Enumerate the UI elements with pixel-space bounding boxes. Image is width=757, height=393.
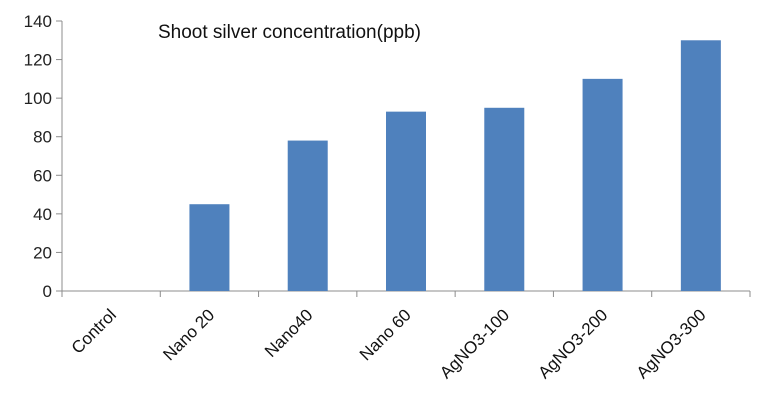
bar-4 (484, 107, 525, 292)
y-tick-label: 120 (24, 51, 52, 70)
x-category-label: Nano 60 (356, 305, 415, 364)
y-tick-label: 140 (24, 12, 52, 31)
chart-title: Shoot silver concentration(ppb) (158, 22, 421, 43)
x-category-label: Nano 20 (159, 305, 218, 364)
x-category-label: AgNO3-300 (633, 305, 710, 382)
y-tick-label: 0 (43, 282, 52, 301)
bar-3 (386, 111, 426, 292)
x-category-label: Control (68, 305, 120, 357)
x-category-label: AgNO3-200 (534, 305, 611, 382)
bar-1 (189, 204, 230, 291)
bar-2 (287, 140, 328, 291)
y-axis: 0 20 40 60 80 100 120 140 (24, 12, 63, 301)
x-category-label: AgNO3-100 (436, 305, 513, 382)
bars (189, 40, 721, 292)
x-axis: Control Nano 20 Nano40 Nano 60 AgNO3-100 AgNO… (61, 290, 751, 382)
y-tick-label: 80 (33, 128, 52, 147)
bar-5 (582, 78, 623, 291)
bar-6 (680, 40, 721, 292)
x-category-label: Nano40 (261, 305, 317, 361)
y-tick-label: 100 (24, 89, 52, 108)
y-tick-label: 40 (33, 205, 52, 224)
y-tick-label: 20 (33, 243, 52, 262)
y-tick-label: 60 (33, 166, 52, 185)
